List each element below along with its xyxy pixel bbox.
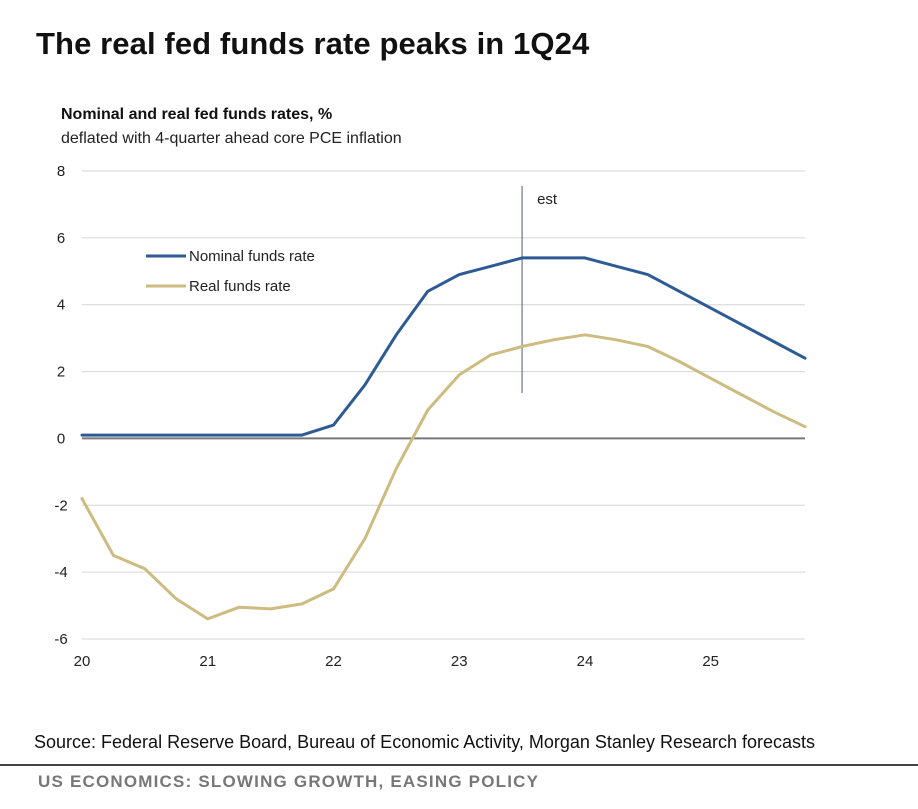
x-tick-label-22: 22 <box>325 653 342 670</box>
source-note: Source: Federal Reserve Board, Bureau of… <box>34 732 816 752</box>
y-tick-label-4: 4 <box>57 297 65 314</box>
legend-label-real: Real funds rate <box>189 278 291 295</box>
y-tick-label-8: 8 <box>57 163 65 180</box>
series-lines <box>80 256 807 621</box>
headline: The real fed funds rate peaks in 1Q24 <box>36 26 590 61</box>
x-tick-label-21: 21 <box>199 653 216 670</box>
chart-title: Nominal and real fed funds rates, % <box>61 106 333 123</box>
footer-label: US ECONOMICS: SLOWING GROWTH, EASING POL… <box>38 772 540 791</box>
x-tick-label-24: 24 <box>577 653 594 670</box>
series-line-real <box>80 333 807 621</box>
legend: Nominal funds rate Real funds rate <box>146 248 315 295</box>
x-tick-label-25: 25 <box>702 653 719 670</box>
y-tick-label--2: -2 <box>54 497 67 514</box>
chart-subtitle: deflated with 4-quarter ahead core PCE i… <box>61 130 402 147</box>
y-tick-label--6: -6 <box>54 631 67 648</box>
estimate-marker-label: est <box>537 191 558 208</box>
footer-divider <box>0 764 918 766</box>
legend-label-nominal: Nominal funds rate <box>189 248 315 265</box>
x-tick-label-20: 20 <box>74 653 91 670</box>
y-tick-label--4: -4 <box>54 564 67 581</box>
y-tick-label-2: 2 <box>57 364 65 381</box>
y-tick-label-6: 6 <box>57 230 65 247</box>
gridlines <box>82 170 805 640</box>
y-tick-label-0: 0 <box>57 430 65 447</box>
series-line-nominal <box>80 256 807 437</box>
x-tick-label-23: 23 <box>451 653 468 670</box>
